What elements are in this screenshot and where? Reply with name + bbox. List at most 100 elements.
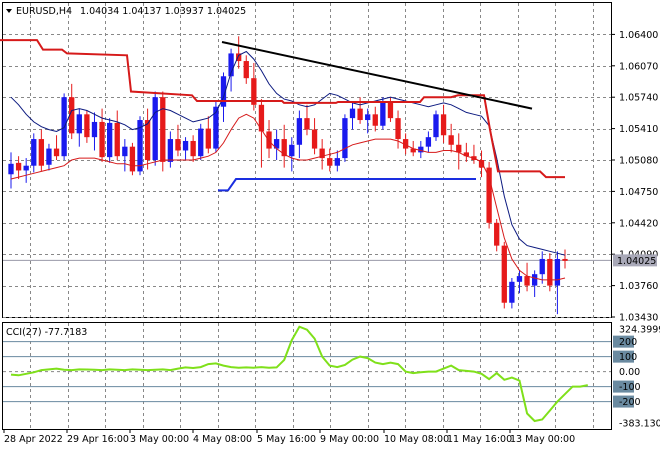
- candle-body: [365, 114, 371, 121]
- candle-body: [152, 97, 158, 160]
- candle-body: [289, 144, 295, 157]
- candle-body: [243, 61, 249, 79]
- candle-body: [198, 128, 204, 157]
- chart-header: EURUSD,H4 1.04034 1.04137 1.03937 1.0402…: [6, 6, 246, 17]
- candle-body: [501, 245, 507, 303]
- candle-body: [387, 102, 394, 119]
- candle-body: [448, 135, 454, 145]
- candle-body: [554, 258, 561, 286]
- candle-body: [425, 137, 432, 147]
- candle-body: [380, 102, 386, 126]
- cci-level-box: [613, 350, 634, 363]
- candle-body: [84, 114, 90, 138]
- candle-body: [213, 106, 219, 149]
- time-tick-label: 3 May 00:00: [130, 434, 189, 445]
- candle-body: [342, 118, 348, 159]
- candle-body: [319, 148, 325, 159]
- candle-body: [349, 108, 356, 119]
- time-tick-label: 13 May 00:00: [510, 434, 575, 445]
- candle-body: [23, 165, 29, 171]
- candle-body: [281, 139, 287, 157]
- candle-body: [494, 222, 500, 246]
- price-tick-label: 1.05740: [619, 93, 658, 104]
- candle-body: [205, 128, 211, 149]
- time-tick-label: 11 May 16:00: [447, 434, 512, 445]
- symbol-timeframe-label: EURUSD,H4: [16, 6, 72, 17]
- cci-tick-label: -100: [619, 382, 641, 393]
- candle-body: [114, 122, 120, 157]
- lower-band-line: [10, 113, 566, 281]
- time-tick-label: 4 May 08:00: [193, 434, 252, 445]
- price-tick-label: 1.04420: [619, 218, 658, 229]
- candle-body: [15, 162, 22, 171]
- candle-body: [107, 122, 113, 158]
- price-tick-label: 1.05080: [619, 156, 658, 167]
- time-tick-label: 29 Apr 16:00: [67, 434, 129, 445]
- candle-body: [129, 146, 136, 172]
- candle-body: [175, 139, 181, 151]
- candle-body: [228, 53, 234, 77]
- price-tick-label: 1.03760: [619, 281, 658, 292]
- cci-pane: [2, 322, 612, 430]
- candle-body: [418, 146, 424, 153]
- candle-body: [182, 140, 189, 151]
- candle-body: [463, 152, 469, 157]
- candle-body: [137, 120, 143, 172]
- time-tick-label: 10 May 08:00: [384, 434, 449, 445]
- cci-tick-label: 200: [619, 337, 637, 348]
- candle-body: [357, 108, 363, 121]
- price-tick-label: 1.03430: [619, 313, 658, 324]
- trendline: [221, 41, 533, 110]
- price-tick-label: 1.06400: [619, 30, 658, 41]
- candle-body: [372, 114, 378, 126]
- candle-body: [31, 139, 37, 166]
- candle-body: [266, 131, 272, 149]
- stop-level-line: [0, 39, 565, 179]
- candle-body: [516, 276, 523, 282]
- candle-body: [167, 139, 174, 162]
- candle-body: [524, 276, 530, 286]
- candle-body: [334, 158, 340, 166]
- ohlc-readout: 1.04034 1.04137 1.03937 1.04025: [80, 6, 246, 17]
- price-tick-label: 1.04750: [619, 187, 658, 198]
- upper-band-line: [10, 50, 566, 256]
- overlays-layer: [0, 39, 566, 281]
- candle-body: [327, 158, 333, 166]
- candle-body: [304, 118, 310, 130]
- candle-body: [547, 258, 553, 286]
- candle-body: [236, 53, 242, 62]
- time-tick-label: 9 May 00:00: [320, 434, 379, 445]
- candle-body: [539, 258, 545, 275]
- candle-body: [433, 114, 439, 138]
- cci-line: [10, 325, 588, 423]
- candle-body: [562, 258, 568, 261]
- last-price-label: 1.04025: [617, 256, 656, 267]
- symbol-dropdown-icon[interactable]: [6, 9, 12, 13]
- candle-body: [160, 97, 166, 162]
- cci-layer: [10, 325, 588, 423]
- cci-level-box: [613, 395, 634, 408]
- candle-body: [46, 148, 52, 165]
- price-y-axis: 1.06400 1.06070 1.05740 1.05410 1.05080 1.047…: [611, 30, 658, 324]
- candle-body: [258, 104, 265, 132]
- candle-body: [122, 146, 128, 157]
- cci-tick-label: 100: [619, 352, 637, 363]
- candle-body: [311, 129, 318, 149]
- candle-body: [296, 118, 303, 145]
- candle-body: [76, 114, 82, 134]
- cci-grid: [3, 323, 611, 429]
- cci-level-box: [613, 335, 634, 348]
- candle-body: [38, 139, 45, 166]
- candle-body: [53, 148, 60, 157]
- candle-body: [486, 167, 492, 223]
- candle-body: [531, 274, 538, 286]
- cci-label: CCI(27) -77.7183: [6, 327, 87, 338]
- time-x-axis: 28 Apr 2022 29 Apr 16:00 3 May 00:00 4 May …: [3, 429, 575, 445]
- cci-level-box: [613, 380, 634, 393]
- candle-body: [478, 160, 485, 168]
- time-tick-label: 5 May 16:00: [257, 434, 316, 445]
- candle-body: [456, 144, 462, 153]
